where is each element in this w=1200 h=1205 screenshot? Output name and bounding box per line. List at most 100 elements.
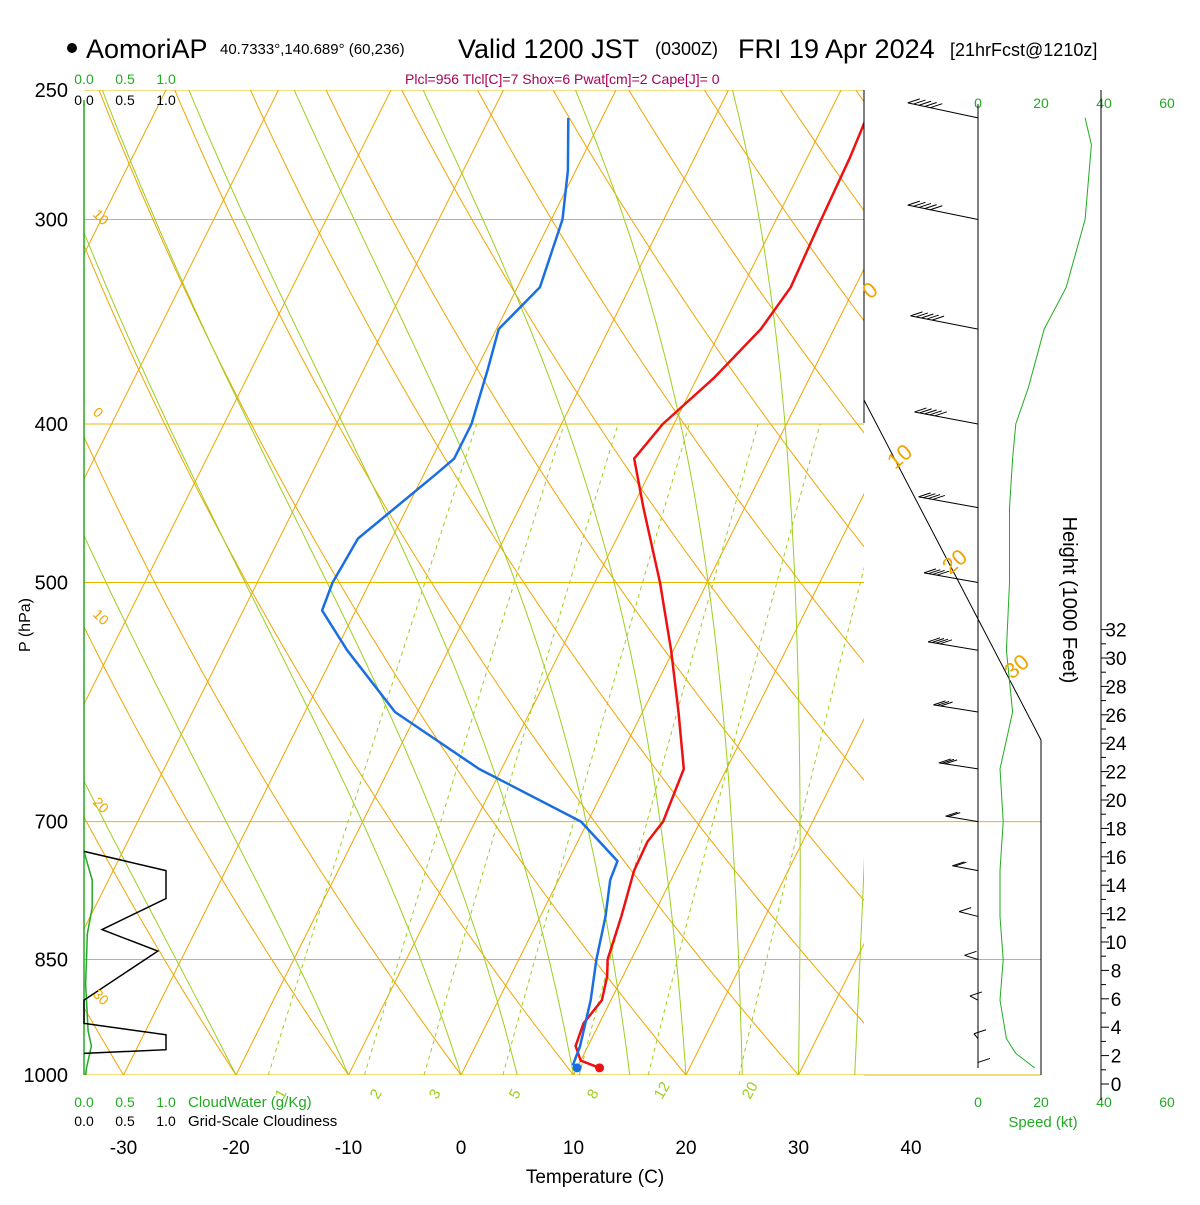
- speed-tick-label-bottom: 40: [1096, 1094, 1112, 1110]
- wind-barb-flag: [973, 1029, 987, 1035]
- moist-adiabat-line: [574, 90, 743, 1075]
- height-tick-label: 32: [1105, 621, 1126, 642]
- station-coords: 40.7333°,140.689° (60,236): [220, 41, 405, 58]
- temperature-tick-label: -30: [110, 1138, 137, 1159]
- height-tick-label: 26: [1105, 706, 1126, 727]
- dry-adiabat-line: [964, 0, 1200, 1110]
- dry-adiabat-line: [401, 90, 864, 781]
- isotherm-label: 0: [90, 404, 107, 421]
- speed-tick-label-top: 20: [1033, 95, 1049, 111]
- dry-adiabat-line: [249, 90, 864, 1024]
- isotherm-label: 30: [90, 986, 112, 1008]
- dry-adiabat-line: [703, 90, 864, 322]
- cloudwater-tick-bottom: 0.5: [115, 1094, 135, 1110]
- dry-adiabat-line: [552, 90, 864, 548]
- dry-adiabat-line: [0, 0, 31, 1110]
- speed-tick-label-bottom: 60: [1159, 1094, 1175, 1110]
- height-tick-label: 24: [1105, 734, 1127, 755]
- wind-barb-flag: [921, 313, 934, 319]
- wind-barb-flag: [964, 950, 977, 956]
- isotherm-line: [84, 90, 167, 256]
- mixing-ratio-line: [647, 423, 821, 1075]
- pressure-tick-label: 500: [35, 573, 68, 595]
- height-tick-label: 12: [1105, 905, 1126, 926]
- station-dot: [67, 43, 77, 53]
- wind-barb-flag: [936, 570, 950, 576]
- isotherm-line: [84, 90, 280, 481]
- wind-barb: [918, 496, 979, 509]
- wind-barb-flag: [948, 812, 961, 818]
- mixing-ratio-label: 5: [506, 1086, 525, 1102]
- wind-barb-flag: [944, 759, 958, 765]
- station-name: AomoriAP: [86, 34, 208, 64]
- wind-barb-flag: [924, 409, 937, 415]
- wind-barb-flag: [929, 410, 942, 416]
- wind-barb-flag: [927, 637, 941, 643]
- isotherm-label: 10: [90, 606, 112, 628]
- wind-barb: [958, 911, 979, 917]
- dry-adiabat-line: [84, 815, 237, 1075]
- wind-barb-flag: [907, 98, 920, 104]
- wind-barb: [933, 704, 979, 713]
- speed-tick-label-bottom: 20: [1033, 1094, 1049, 1110]
- mixing-ratio-label: 3: [426, 1086, 445, 1102]
- mixing-ratio-line: [502, 423, 690, 1075]
- height-tick-label: 18: [1105, 819, 1126, 840]
- wind-barb-flag: [935, 638, 949, 644]
- cloudwater-tick-bottom: 0.0: [74, 1094, 94, 1110]
- wind-barb-flag: [931, 315, 945, 321]
- temperature-tick-label: 30: [788, 1138, 809, 1159]
- height-tick-label: 2: [1111, 1047, 1122, 1068]
- wind-barb-flag: [928, 569, 941, 575]
- moist-adiabat-line: [854, 856, 864, 1075]
- pressure-tick-label: 1000: [24, 1065, 69, 1087]
- cloudwater-tick-top: 0.5: [115, 71, 135, 87]
- wind-barb-flag: [918, 202, 932, 208]
- temperature-tick-label: 10: [563, 1138, 584, 1159]
- wind-barb-flag: [938, 758, 952, 764]
- isotherm-line: [797, 942, 864, 1075]
- moist-adiabat-line: [732, 90, 801, 1075]
- dry-adiabat-line: [628, 90, 864, 434]
- wind-barb-flag: [913, 99, 926, 105]
- dry-adiabat-line: [84, 1006, 125, 1075]
- y-axis-label: P (hPa): [17, 598, 34, 652]
- isotherm-label: 20: [90, 794, 112, 816]
- speed-axis-label: Speed (kt): [1008, 1114, 1077, 1131]
- moist-adiabat-line: [101, 90, 518, 1075]
- wind-barb-flag: [958, 907, 972, 913]
- wind-barb: [945, 815, 979, 823]
- temperature-tick-label: 20: [675, 1138, 696, 1159]
- cloudiness-tick-bottom: 0.5: [115, 1113, 135, 1129]
- wind-barb: [907, 204, 979, 221]
- wind-barb-flag: [932, 569, 945, 575]
- height-tick-label: 22: [1105, 763, 1126, 784]
- wind-barb-flag: [940, 701, 953, 707]
- cloudiness-tick-top: 0.5: [115, 92, 135, 108]
- dry-adiabat-line: [325, 90, 864, 902]
- dry-adiabat-label: 30: [999, 649, 1034, 684]
- temperature-tick-label: -10: [335, 1138, 362, 1159]
- height-tick-label: 14: [1105, 876, 1127, 897]
- isotherm-line: [572, 492, 864, 1075]
- wind-barb-flag: [907, 200, 920, 206]
- temperature-tick-label: -20: [222, 1138, 249, 1159]
- cloudiness-tick-bottom: 0.0: [74, 1113, 94, 1129]
- dry-adiabat-line: [84, 435, 462, 1075]
- wind-barb-flag: [923, 493, 936, 499]
- wind-barb-flag: [945, 811, 958, 817]
- wind-barb-flag: [918, 492, 931, 498]
- moist-adiabat-line: [188, 90, 574, 1075]
- height-tick-label: 28: [1105, 677, 1126, 698]
- cloudiness-profile: [83, 850, 167, 1055]
- wind-barb-flag: [926, 314, 939, 320]
- wind-barb-flag: [930, 103, 943, 109]
- wind-barb-flag: [941, 758, 955, 764]
- wind-barb: [914, 411, 979, 425]
- mixing-ratio-label: 8: [584, 1086, 603, 1102]
- dry-adiabat-line: [84, 625, 350, 1075]
- isotherm-line: [347, 90, 842, 1075]
